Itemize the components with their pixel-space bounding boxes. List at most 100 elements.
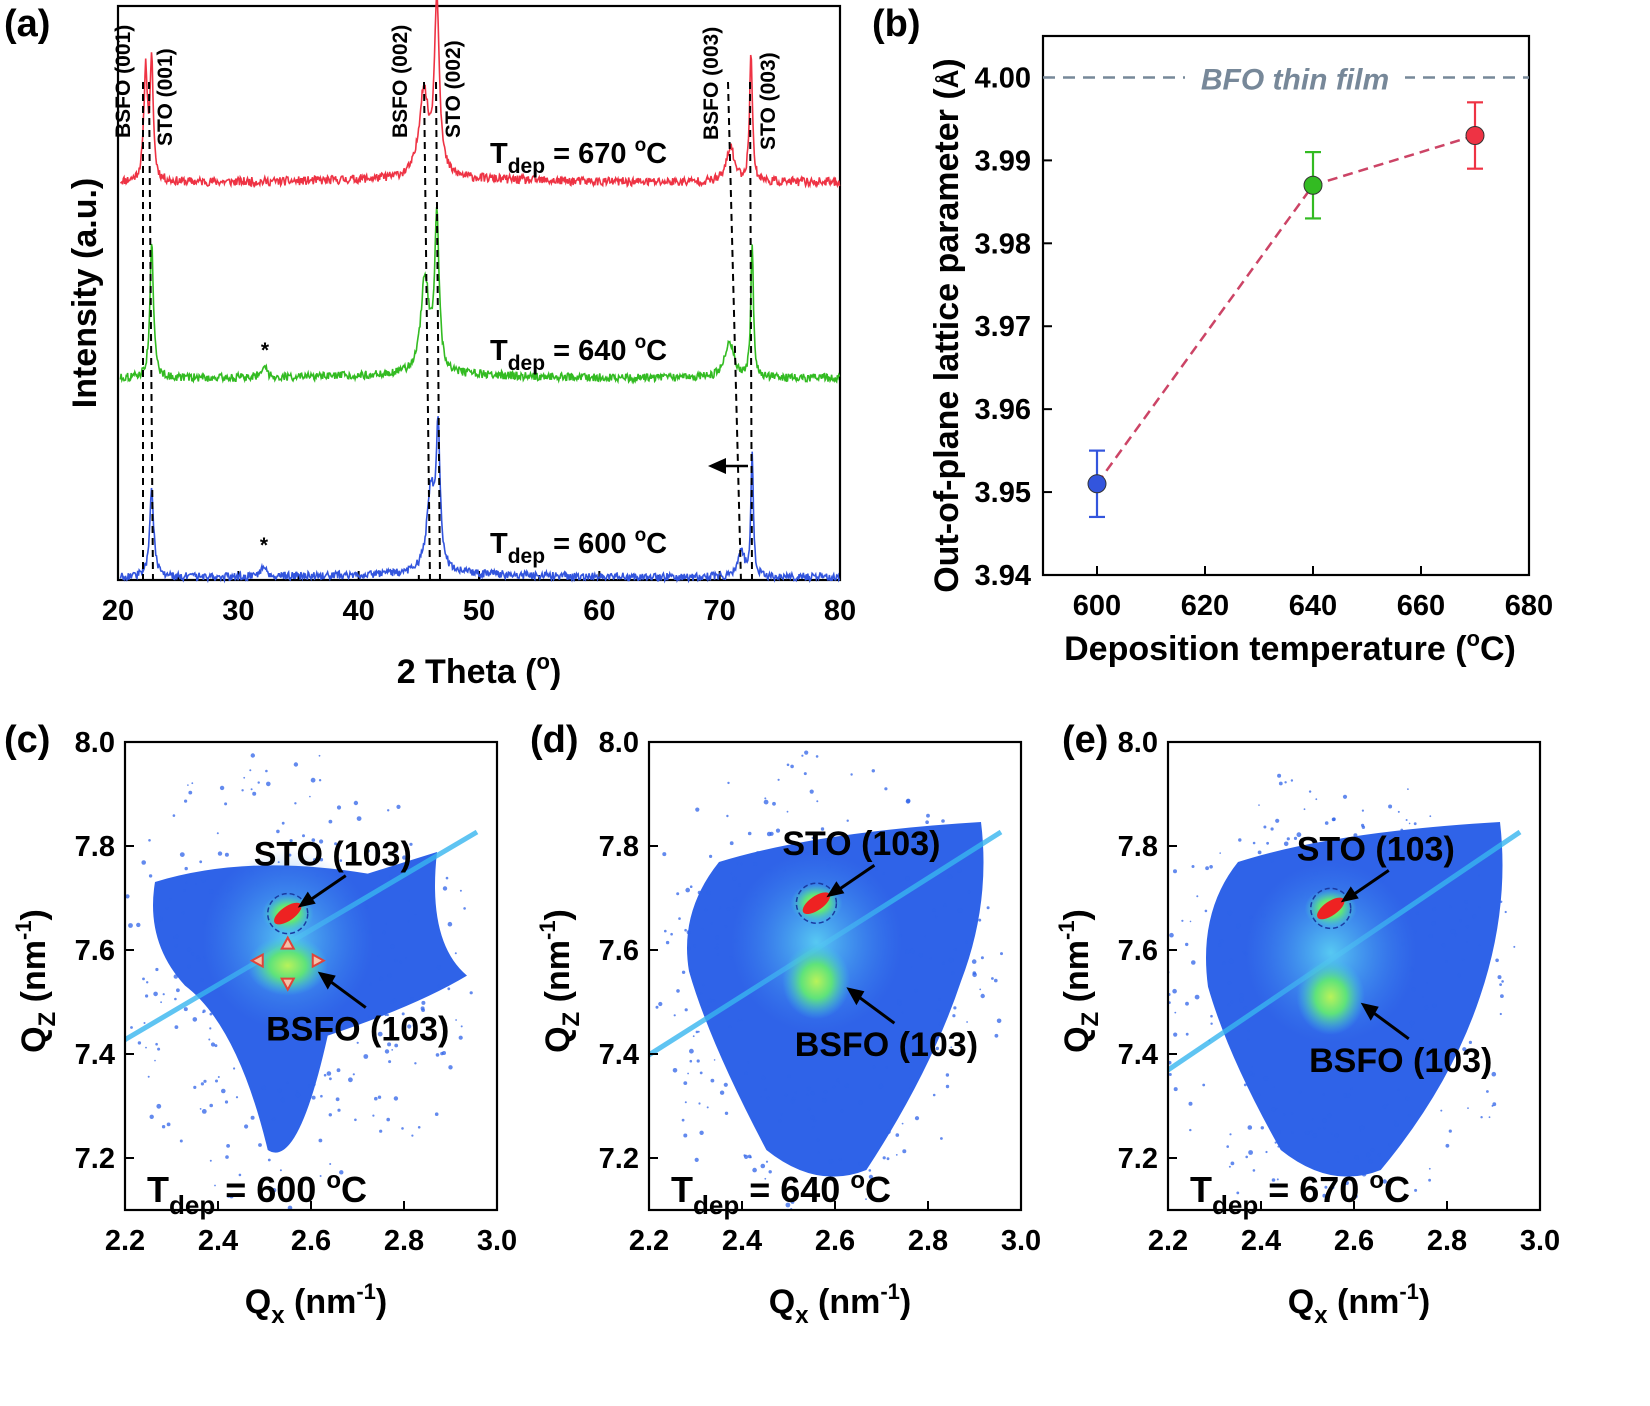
y-tick-label: 7.4 — [1118, 1039, 1158, 1071]
noise-speckle — [172, 814, 176, 817]
x-tick-label: 600 — [1073, 590, 1121, 622]
noise-speckle — [1427, 858, 1431, 862]
noise-speckle — [729, 841, 734, 846]
noise-speckle — [1407, 1113, 1411, 1117]
noise-speckle — [1174, 1011, 1177, 1014]
noise-speckle — [1277, 773, 1282, 778]
noise-speckle — [1492, 1102, 1497, 1107]
y-tick-label: 7.4 — [75, 1039, 115, 1071]
y-tick-label: 3.97 — [975, 311, 1031, 343]
noise-speckle — [386, 1013, 389, 1017]
noise-speckle — [1359, 1129, 1361, 1132]
noise-speckle — [681, 1118, 685, 1122]
noise-speckle — [1271, 1178, 1276, 1182]
noise-speckle — [1260, 1126, 1265, 1130]
noise-speckle — [412, 1023, 416, 1027]
noise-speckle — [329, 1077, 332, 1081]
noise-speckle — [1290, 1112, 1294, 1115]
film-arrow — [326, 978, 367, 1009]
peak-label: BSFO (001) — [112, 25, 135, 138]
noise-speckle — [1228, 1165, 1231, 1168]
noise-speckle — [411, 1134, 414, 1137]
noise-speckle — [886, 1129, 891, 1134]
y-tick-label: 8.0 — [599, 727, 639, 759]
noise-speckle — [715, 946, 719, 950]
noise-speckle — [724, 1111, 729, 1116]
noise-speckle — [810, 1091, 816, 1096]
noise-speckle — [1428, 934, 1433, 938]
noise-speckle — [235, 1096, 239, 1099]
noise-speckle — [807, 1107, 811, 1111]
noise-speckle — [902, 1149, 907, 1154]
series-label: Tdep = 640 oC — [490, 332, 667, 375]
noise-speckle — [137, 1041, 142, 1045]
noise-speckle — [436, 965, 441, 970]
noise-speckle — [686, 930, 691, 935]
noise-speckle — [215, 1079, 218, 1083]
y-tick-label: 3.96 — [975, 394, 1031, 426]
y-axis-label-main: Q — [1058, 1026, 1096, 1052]
noise-speckle — [1501, 980, 1504, 983]
noise-speckle — [986, 906, 990, 910]
peak-marker-triangle — [249, 952, 264, 969]
noise-speckle — [1298, 1090, 1302, 1094]
panel-label: (b) — [872, 3, 921, 45]
noise-speckle — [909, 1036, 913, 1041]
series-label-unit: C — [646, 335, 667, 367]
noise-speckle — [884, 787, 888, 791]
x-tick-label: 620 — [1181, 590, 1229, 622]
noise-speckle — [394, 958, 398, 963]
noise-speckle — [966, 1021, 968, 1023]
noise-speckle — [1366, 1152, 1371, 1158]
peak-label: STO (001) — [154, 48, 177, 146]
noise-speckle — [393, 1096, 399, 1101]
noise-speckle — [420, 1006, 425, 1011]
tdep-rest: = 600 — [215, 1169, 326, 1210]
noise-speckle — [242, 1063, 247, 1068]
noise-speckle — [410, 997, 414, 1001]
data-point — [1087, 474, 1107, 494]
noise-speckle — [820, 827, 825, 831]
noise-speckle — [374, 1096, 378, 1101]
noise-speckle — [246, 1074, 249, 1077]
substrate-arrow-head — [297, 891, 316, 908]
x-tick-label: 2.2 — [629, 1225, 669, 1257]
noise-speckle — [280, 1097, 285, 1103]
noise-speckle — [1330, 1132, 1333, 1135]
noise-speckle — [761, 1075, 766, 1080]
noise-speckle — [716, 943, 719, 945]
noise-speckle — [729, 956, 733, 960]
noise-speckle — [310, 777, 316, 783]
noise-speckle — [740, 862, 743, 866]
noise-speckle — [201, 1109, 207, 1114]
noise-speckle — [695, 1030, 699, 1034]
panel-b-lattice: 600 620 640 660 680 3.94 3.95 3.96 3.97 3.98 3.99 4… — [872, 3, 1553, 668]
x-axis-label-text: Deposition temperature ( — [1064, 630, 1467, 668]
noise-speckle — [1414, 930, 1417, 934]
x-tick-label: 640 — [1289, 590, 1337, 622]
noise-speckle — [119, 1072, 123, 1076]
noise-speckle — [794, 1091, 798, 1094]
noise-speckle — [811, 836, 814, 840]
noise-speckle — [217, 1076, 220, 1078]
noise-speckle — [199, 860, 203, 864]
noise-speckle — [193, 1085, 197, 1089]
noise-speckle — [732, 876, 737, 881]
noise-speckle — [786, 810, 789, 813]
noise-speckle — [392, 998, 397, 1003]
noise-speckle — [822, 1098, 827, 1103]
series-label-sup: o — [635, 525, 647, 546]
noise-speckle — [1210, 1022, 1213, 1025]
noise-speckle — [941, 819, 945, 823]
x-axis-label-rest: (nm — [809, 1283, 881, 1321]
noise-speckle — [208, 1038, 211, 1041]
noise-speckle — [233, 1067, 236, 1070]
noise-speckle — [1504, 910, 1507, 914]
noise-speckle — [440, 1051, 444, 1056]
peak-label: STO (002) — [442, 40, 465, 138]
noise-speckle — [929, 957, 932, 960]
series-label-sub: dep — [508, 545, 545, 568]
noise-speckle — [1227, 910, 1233, 916]
noise-speckle — [850, 773, 853, 776]
tdep-sub: dep — [169, 1190, 215, 1220]
